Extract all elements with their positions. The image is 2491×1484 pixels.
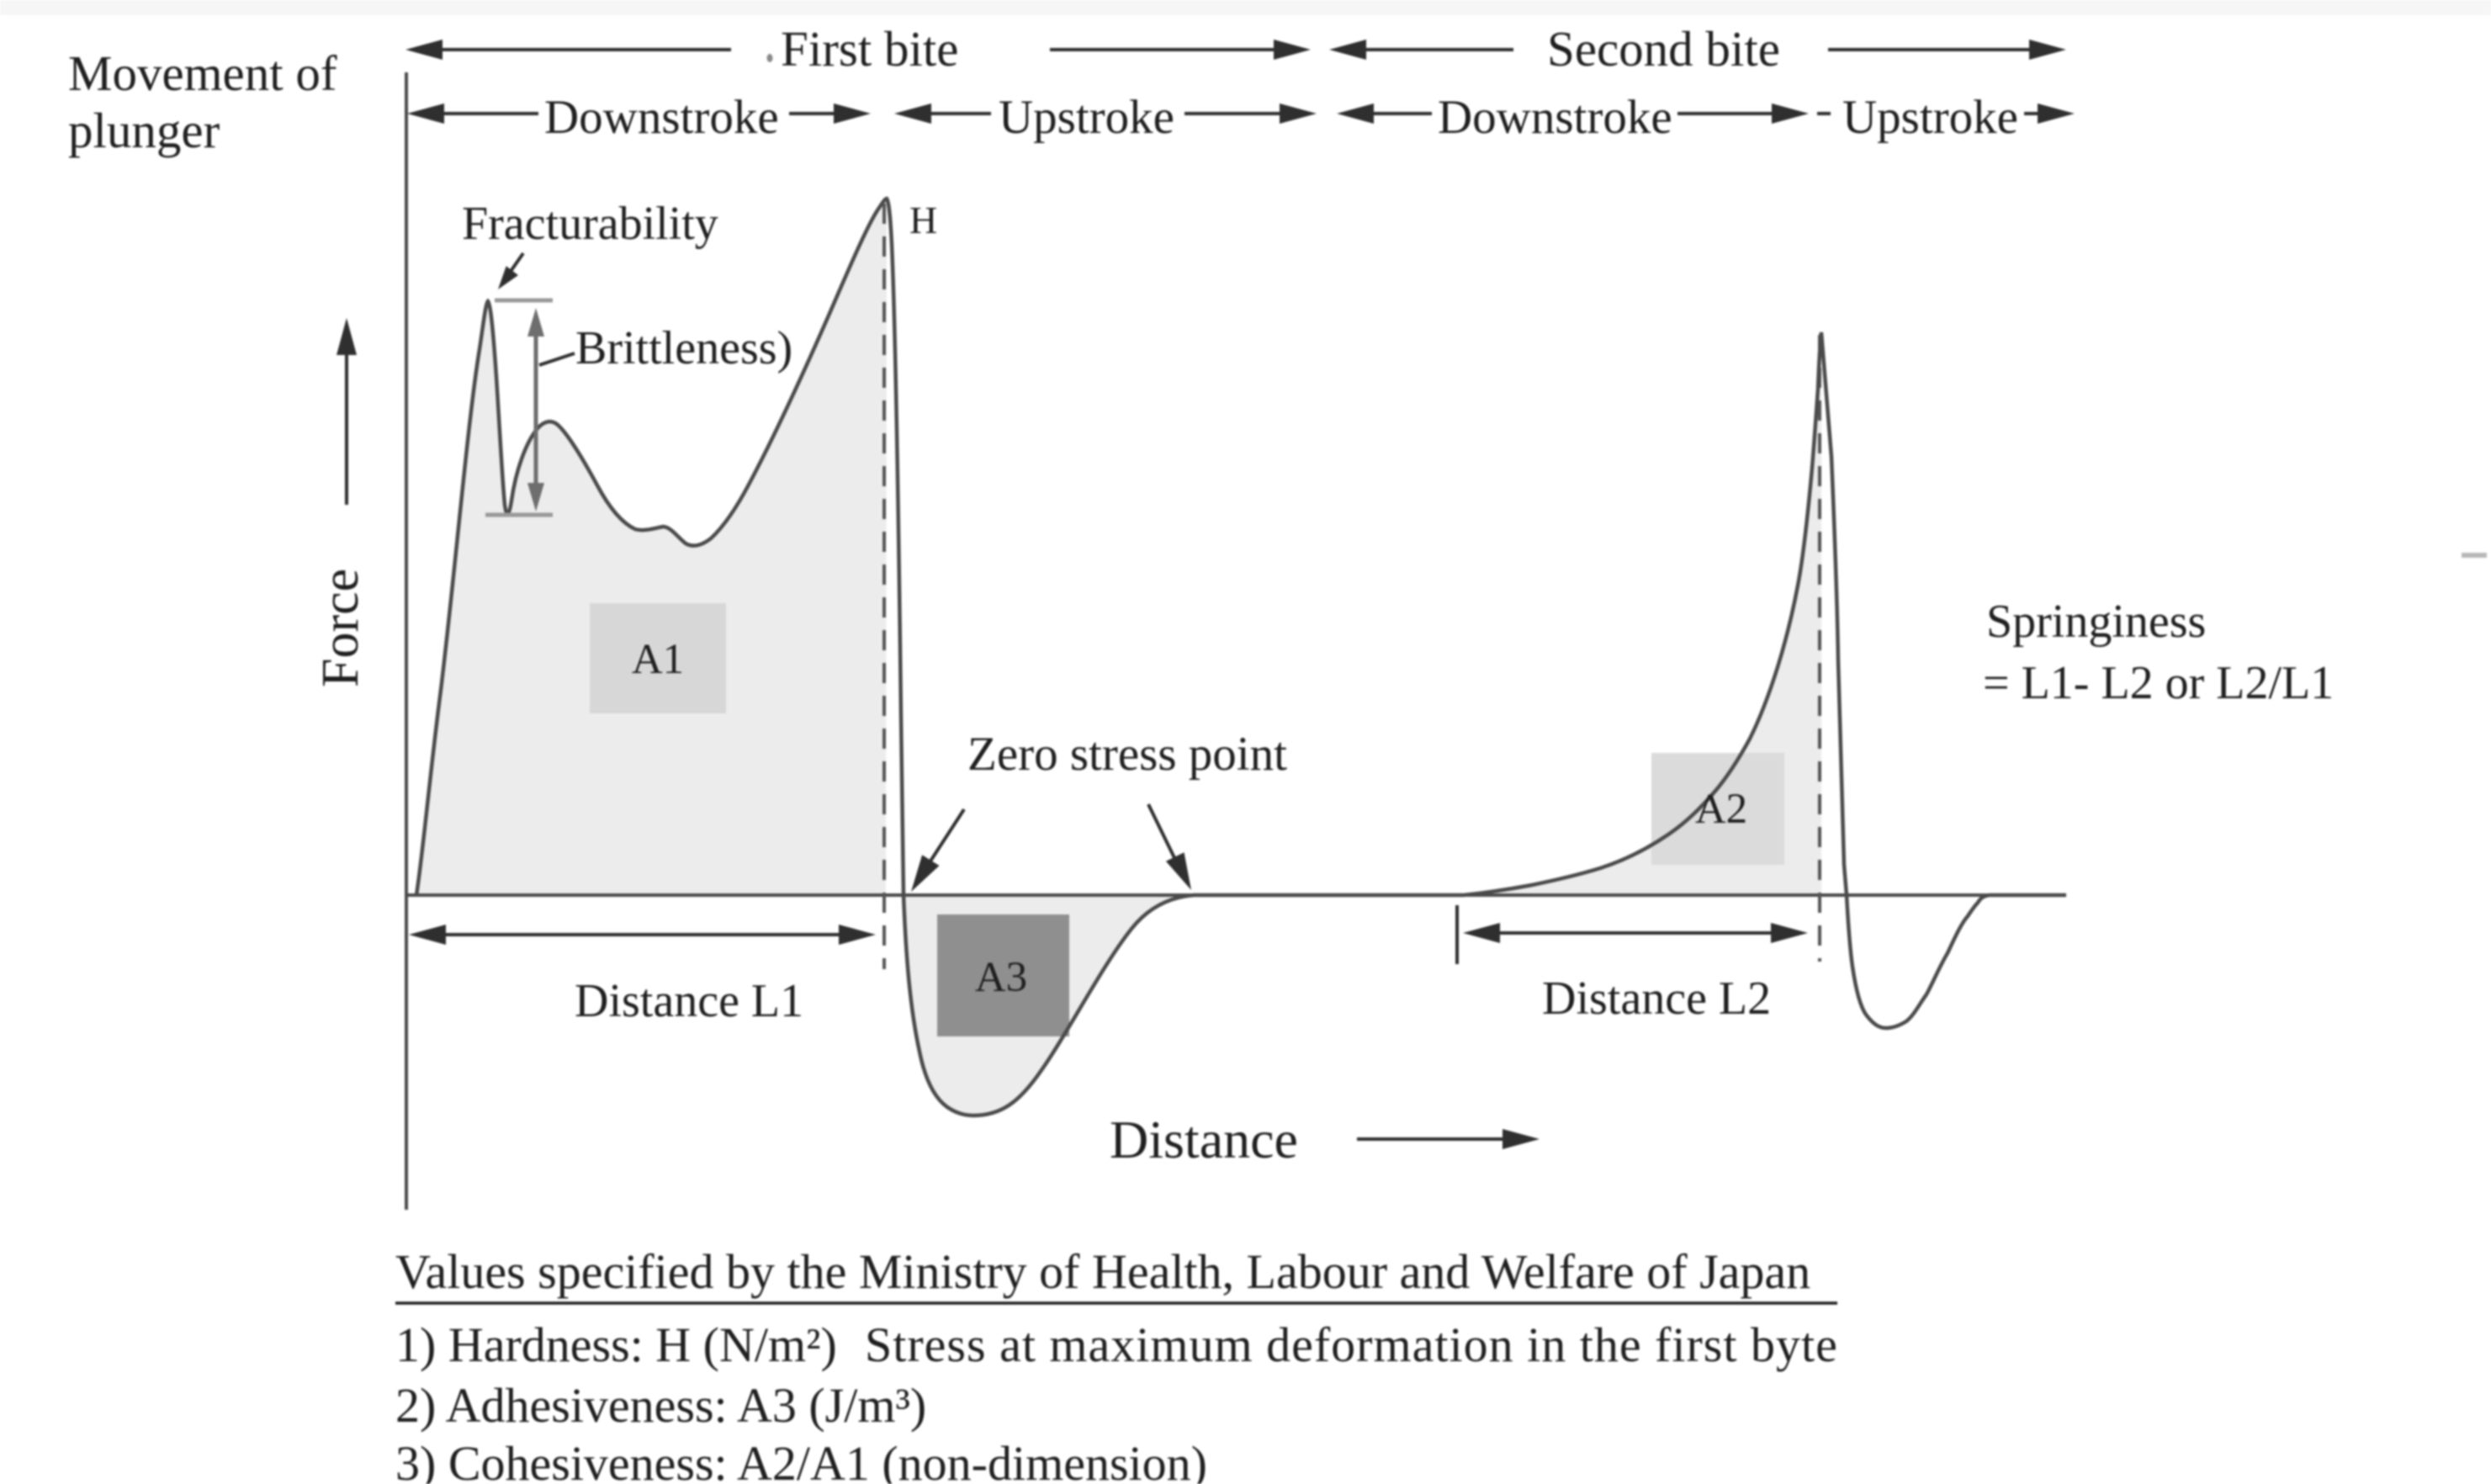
svg-text:Zero stress point: Zero stress point <box>967 728 1287 781</box>
svg-text:3) Cohesiveness: A2/A1 (non-di: 3) Cohesiveness: A2/A1 (non-dimension) <box>395 1436 1207 1484</box>
svg-text:Second bite: Second bite <box>1547 21 1780 77</box>
svg-text:H: H <box>909 199 937 241</box>
svg-text:Fracturability: Fracturability <box>462 198 718 250</box>
svg-text:Distance: Distance <box>1110 1110 1298 1169</box>
svg-text:A1: A1 <box>632 636 684 683</box>
svg-text:Force: Force <box>312 569 369 687</box>
svg-text:plunger: plunger <box>68 103 220 158</box>
svg-text:Downstroke: Downstroke <box>1438 91 1672 144</box>
svg-text:A2: A2 <box>1695 786 1747 833</box>
svg-text:Downstroke: Downstroke <box>544 91 779 144</box>
svg-text:Brittleness): Brittleness) <box>575 322 792 374</box>
svg-text:1) Hardness: H (N/m²)Stress at: 1) Hardness: H (N/m²) Stress at maximum d… <box>395 1317 1838 1372</box>
svg-text:Distance L1: Distance L1 <box>575 975 803 1027</box>
svg-text:A3: A3 <box>975 954 1027 1001</box>
svg-text:First bite: First bite <box>781 21 958 77</box>
svg-text:Springiness: Springiness <box>1986 596 2206 648</box>
svg-text:Distance L2: Distance L2 <box>1542 973 1771 1025</box>
svg-text:= L1- L2 or L2/L1: = L1- L2 or L2/L1 <box>1983 657 2334 709</box>
svg-text:Upstroke: Upstroke <box>999 91 1174 144</box>
svg-text:Movement of: Movement of <box>68 45 337 101</box>
svg-text:Values specified by the Minist: Values specified by the Ministry of Heal… <box>395 1244 1810 1299</box>
svg-text:Upstroke: Upstroke <box>1842 91 2018 144</box>
svg-text:2) Adhesiveness: A3 (J/m³): 2) Adhesiveness: A3 (J/m³) <box>395 1378 926 1433</box>
